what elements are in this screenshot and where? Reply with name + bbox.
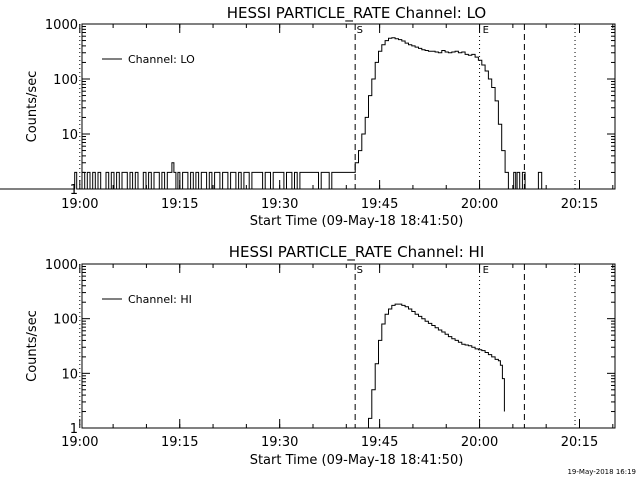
y-tick-label: 10 [61,128,78,143]
y-axis-label: Counts/sec [25,71,40,143]
marker-e: E [483,265,489,276]
x-tick-label: 19:45 [361,197,398,212]
series-line [0,37,555,190]
x-axis-label: Start Time (09-May-18 18:41:50) [250,453,464,468]
x-tick-label: 19:15 [161,197,198,212]
x-tick-label: 20:15 [561,435,598,450]
x-tick-label: 19:45 [361,435,398,450]
timestamp-label: 19-May-2018 16:19 [567,468,636,476]
marker-e: E [483,25,489,36]
plot-frame [81,23,616,190]
x-tick-label: 20:15 [561,197,598,212]
x-tick-label: 20:00 [461,197,498,212]
x-axis-label: Start Time (09-May-18 18:41:50) [250,214,464,229]
chart-title: HESSI PARTICLE_RATE Channel: HI [229,243,485,262]
x-tick-label: 20:00 [461,435,498,450]
y-axis-label: Counts/sec [25,310,40,382]
y-tick-label: 1 [70,422,78,437]
y-tick-label: 100 [53,313,78,328]
y-tick-label: 10 [61,367,78,382]
x-tick-label: 19:30 [261,435,298,450]
series-line [367,303,505,429]
plot-frame [81,263,616,429]
y-tick-label: 1000 [45,258,78,273]
x-tick-label: 19:00 [61,435,98,450]
marker-s: S [357,25,363,36]
y-tick-label: 1 [70,183,78,198]
chart-panel-1: HESSI PARTICLE_RATE Channel: LO 1 10 100 100… [0,4,616,229]
x-tick-label: 19:30 [261,197,298,212]
chart-title: HESSI PARTICLE_RATE Channel: LO [227,4,486,23]
y-tick-label: 1000 [45,18,78,33]
x-tick-label: 19:15 [161,435,198,450]
y-tick-label: 100 [53,73,78,88]
marker-s: S [357,265,363,276]
chart-panel-2: HESSI PARTICLE_RATE Channel: HI 1 10 100 100… [25,243,616,468]
legend-label: Channel: HI [128,293,192,306]
x-tick-label: 19:00 [61,197,98,212]
legend-label: Channel: LO [128,53,195,66]
